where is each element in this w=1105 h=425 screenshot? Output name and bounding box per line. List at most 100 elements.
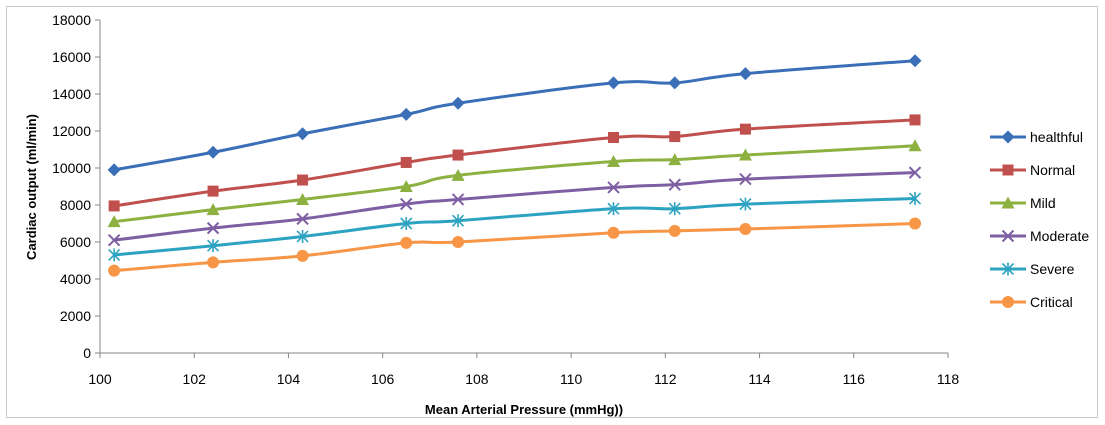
- data-point-normal: [909, 114, 921, 126]
- y-tick-label: 12000: [52, 123, 91, 139]
- y-tick-label: 6000: [60, 234, 91, 250]
- y-tick-label: 18000: [52, 12, 91, 28]
- legend-marker: [1001, 130, 1015, 144]
- legend-item-normal: Normal: [990, 162, 1075, 178]
- legend-marker: [1002, 164, 1014, 176]
- x-tick-label: 100: [88, 371, 112, 387]
- axes: 0 2000 4000 6000 8000 10000 12000 14000 16000 180…: [52, 12, 959, 387]
- data-point-moderate: [296, 212, 309, 226]
- legend-item-severe: Severe: [990, 261, 1075, 277]
- data-point-severe: [207, 239, 220, 253]
- y-tick-label: 4000: [60, 271, 91, 287]
- data-point-mild: [607, 155, 621, 168]
- data-point-normal: [108, 200, 120, 212]
- data-point-moderate-stroke: [400, 197, 413, 211]
- data-point-moderate-stroke: [908, 166, 922, 179]
- legend-label: Critical: [1030, 294, 1073, 310]
- y-tick-label: 14000: [52, 86, 91, 102]
- series-mild: [107, 139, 922, 228]
- data-point-healthful: [296, 127, 310, 141]
- data-point-moderate-stroke: [107, 233, 121, 247]
- series-healthful: [107, 54, 922, 177]
- data-point-severe: [908, 192, 922, 206]
- data-point-healthful: [206, 145, 220, 159]
- data-point-severe: [451, 214, 465, 228]
- y-tick-label: 2000: [60, 308, 91, 324]
- y-tick-label: 10000: [52, 160, 91, 176]
- series-moderate: [107, 166, 922, 247]
- data-point-normal: [739, 123, 751, 135]
- data-point-normal: [669, 131, 681, 143]
- data-point-healthful: [668, 76, 682, 90]
- data-point-moderate-stroke: [739, 172, 752, 186]
- legend-marker: [1001, 229, 1015, 243]
- legend-label: healthful: [1030, 129, 1083, 145]
- series-line-critical: [114, 222, 916, 273]
- data-point-healthful: [908, 54, 922, 68]
- x-tick-label: 104: [277, 371, 301, 387]
- data-point-moderate: [400, 197, 413, 211]
- series-severe: [108, 192, 922, 262]
- series-critical: [108, 217, 922, 277]
- legend-item-critical: Critical: [990, 294, 1073, 310]
- data-point-healthful: [107, 163, 121, 177]
- data-point-severe: [296, 229, 309, 243]
- data-point-critical: [108, 264, 121, 277]
- data-point-moderate-stroke: [607, 181, 620, 194]
- data-point-moderate: [908, 166, 922, 179]
- data-point-moderate: [206, 221, 220, 235]
- data-point-severe: [108, 248, 121, 262]
- x-tick-label: 102: [183, 371, 207, 387]
- data-point-healthful: [607, 76, 621, 90]
- x-tick-label: 118: [937, 371, 960, 387]
- legend: healthful Normal Mild Moderate Severe Critica…: [990, 129, 1089, 310]
- y-tick-label: 16000: [52, 49, 91, 65]
- data-point-critical: [909, 217, 922, 230]
- data-point-normal: [297, 174, 309, 186]
- y-axis-title: Cardiac output (ml/min): [24, 114, 39, 260]
- series-line-mild: [113, 144, 916, 224]
- legend-marker-stroke: [1001, 229, 1015, 243]
- data-point-critical: [739, 223, 752, 236]
- data-point-normal: [608, 131, 620, 143]
- y-tick-label: 0: [83, 345, 91, 361]
- y-tick-label: 8000: [60, 197, 91, 213]
- data-point-moderate: [451, 193, 465, 206]
- data-point-severe: [400, 217, 413, 230]
- series-line-normal: [113, 118, 916, 208]
- data-point-normal: [452, 149, 464, 161]
- data-point-moderate-stroke: [451, 193, 465, 206]
- data-point-mild: [908, 139, 922, 152]
- data-point-healthful: [399, 107, 413, 121]
- data-point-critical: [207, 256, 220, 269]
- x-tick-label: 106: [371, 371, 395, 387]
- series-normal: [108, 114, 921, 212]
- data-point-mild: [206, 203, 220, 216]
- data-point-moderate-stroke: [296, 212, 309, 226]
- data-point-mild: [738, 148, 752, 161]
- legend-marker: [1002, 296, 1014, 308]
- data-point-critical: [452, 236, 465, 248]
- data-point-moderate-stroke: [206, 221, 220, 235]
- legend-item-mild: Mild: [990, 195, 1056, 211]
- data-point-critical: [668, 224, 681, 237]
- data-point-severe: [668, 202, 681, 216]
- x-tick-label: 114: [748, 371, 771, 387]
- x-axis-title: Mean Arterial Pressure (mmHg)): [425, 402, 623, 417]
- x-tick-label: 108: [465, 371, 489, 387]
- data-point-mild: [668, 153, 682, 166]
- data-point-critical: [400, 236, 413, 249]
- legend-label: Normal: [1030, 162, 1075, 178]
- data-point-mild: [399, 180, 413, 192]
- data-point-moderate-stroke: [668, 178, 681, 191]
- data-point-normal: [207, 185, 219, 197]
- data-point-mild: [296, 192, 310, 205]
- data-point-moderate: [107, 233, 121, 247]
- series-layer: [107, 54, 922, 277]
- x-tick-label: 116: [843, 371, 866, 387]
- legend-item-healthful: healthful: [990, 129, 1083, 145]
- legend-label: Mild: [1030, 195, 1056, 211]
- legend-marker: [1001, 196, 1015, 209]
- legend-item-moderate: Moderate: [990, 228, 1089, 244]
- x-tick-label: 112: [654, 371, 677, 387]
